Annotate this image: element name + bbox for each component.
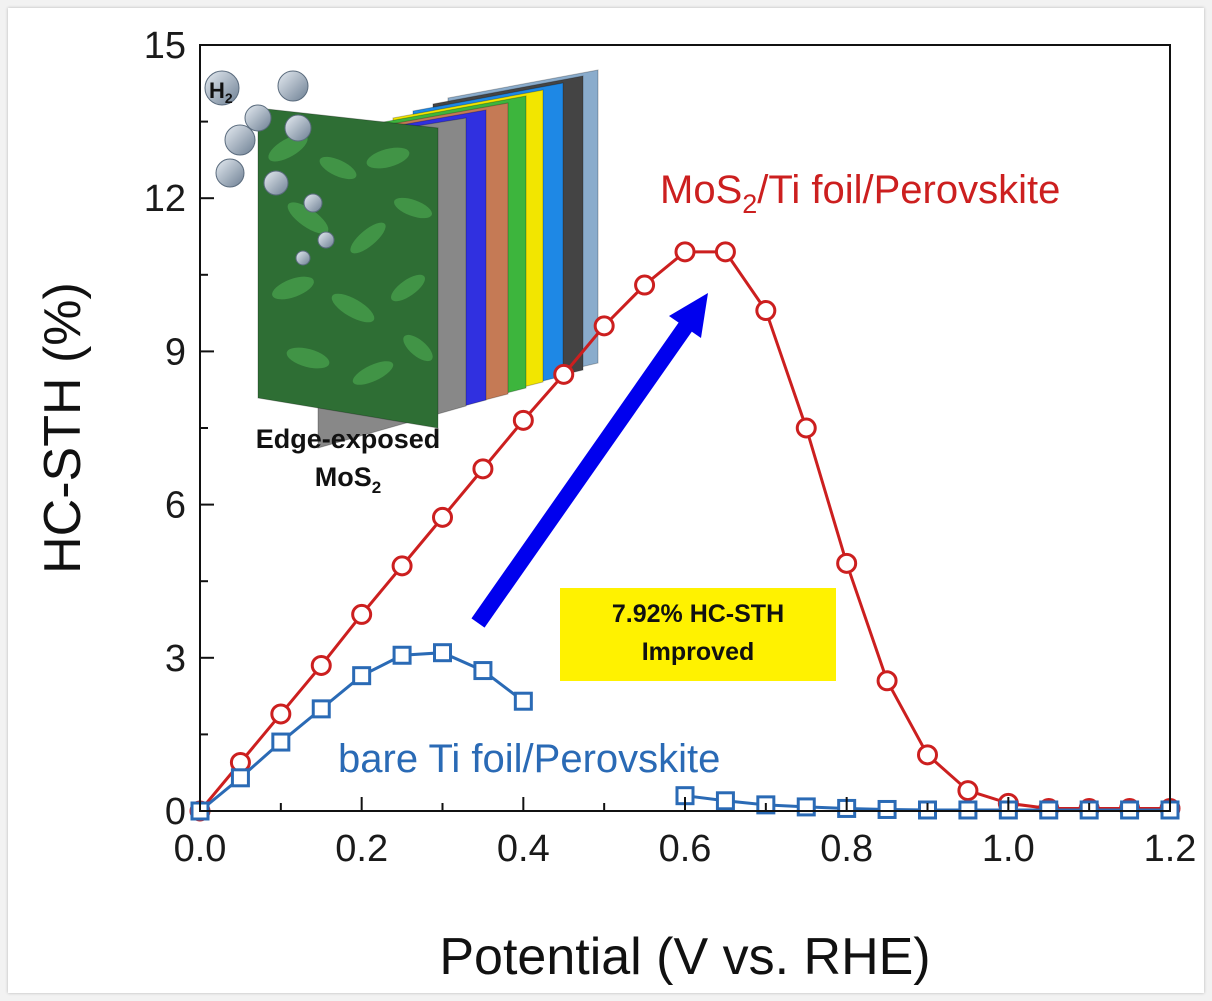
data-point-bare [1120,800,1140,820]
data-point-mos2 [795,417,817,439]
data-point-bare [433,643,452,663]
y-tick-label: 9 [165,331,186,373]
x-tick-label: 0.8 [820,828,873,870]
data-point-mos2 [674,241,696,263]
data-point-bare [958,800,978,820]
y-tick-label: 12 [144,178,186,220]
h2-molecule-icon [204,70,240,106]
data-point-bare [513,691,533,711]
data-point-mos2 [714,241,736,263]
x-tick-label: 0.6 [659,828,712,870]
improvement-arrow-head [669,293,708,338]
data-point-mos2 [432,506,453,528]
inset-label-line1: Edge-exposed [256,424,441,454]
data-point-mos2 [917,744,938,766]
data-point-bare [1039,800,1059,820]
improvement-line1: 7.92% HC-STH [612,600,784,628]
data-point-mos2 [553,363,575,385]
axis-ticks: 0.0 0.2 0.4 0.6 0.8 1.0 1.2 0 3 6 9 12 15 [144,25,1197,870]
data-point-mos2 [512,409,534,431]
y-tick-label: 15 [144,25,186,67]
x-tick-label: 1.0 [982,828,1035,870]
series-label-mos2: MoS2/Ti foil/Perovskite [660,168,1060,219]
data-point-mos2 [310,654,332,676]
y-tick-label: 0 [165,791,186,833]
x-tick-label: 0.4 [497,828,550,870]
data-point-bare [311,699,331,719]
inset-h2-label: H2 [209,78,233,106]
x-tick-label: 1.2 [1144,828,1197,870]
data-point-mos2 [270,703,292,725]
improvement-line2: Improved [642,638,755,666]
data-point-mos2 [472,458,494,480]
x-axis-title: Potential (V vs. RHE) [439,928,930,986]
data-point-bare [230,768,250,788]
y-tick-label: 3 [165,638,186,680]
data-point-mos2 [876,670,898,692]
x-tick-label: 0.2 [335,828,388,870]
data-point-mos2 [836,552,858,574]
data-point-mos2 [593,315,615,337]
improvement-arrow-shaft [471,321,693,628]
x-tick-label: 0.0 [174,828,227,870]
improvement-box [560,588,836,681]
data-point-bare [715,791,735,811]
data-point-bare [796,797,816,817]
data-point-bare [392,645,412,665]
data-point-bare [352,666,372,686]
data-point-bare [877,799,897,819]
series-label-bare: bare Ti foil/Perovskite [338,737,720,781]
figure: H2 Edge-exposed MoS2 0.0 0.2 0.4 0.6 0.8 1.0 1… [8,8,1204,993]
data-point-mos2 [957,780,979,802]
hc-sth-chart: H2 Edge-exposed MoS2 0.0 0.2 0.4 0.6 0.8 1.0 1… [34,25,1197,986]
y-tick-label: 6 [165,485,186,527]
data-point-mos2 [634,274,656,296]
y-axis-title: HC-STH (%) [34,282,92,574]
inset-label-line2: MoS2 [315,462,381,497]
data-point-mos2 [755,300,777,322]
hydrogen-bubbles [215,70,335,266]
mos2-device-inset: H2 Edge-exposed MoS2 [204,69,599,497]
data-point-bare [271,732,291,752]
data-point-mos2 [391,555,413,577]
data-point-mos2 [351,603,373,625]
data-point-bare [473,661,493,681]
